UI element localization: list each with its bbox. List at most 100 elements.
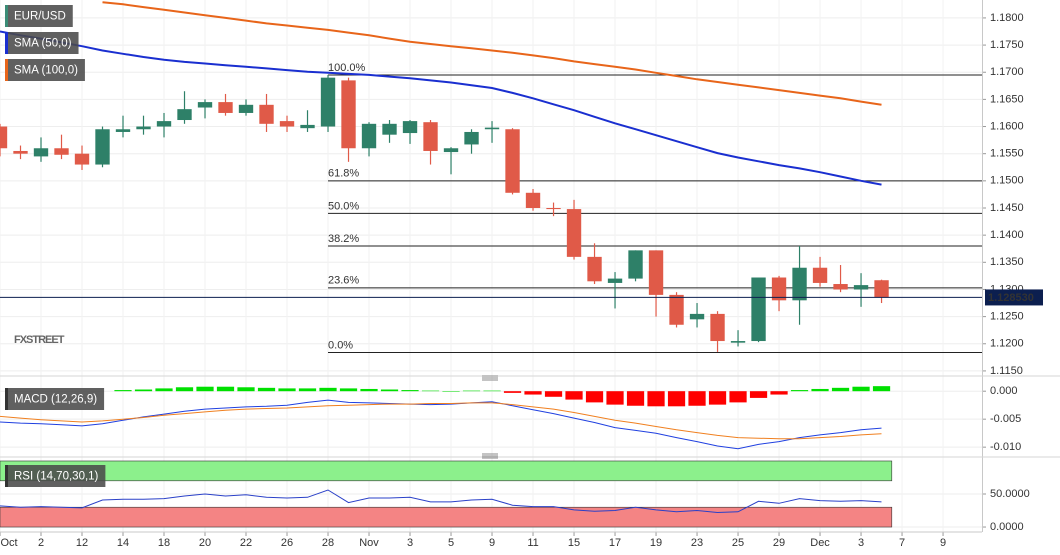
histogram-bar [339,388,358,392]
candle-body [648,250,664,295]
candle-body [505,129,520,193]
candle-body [136,126,151,130]
y-tick-label: 1.1200 [990,338,1024,350]
legend-item: SMA (50,0) [5,32,79,54]
y-tick-label: 1.1650 [990,93,1024,105]
indicator-line [0,30,882,186]
indicator-line [102,1,882,106]
y-tick-label: 1.1800 [990,12,1024,24]
legend-label: MACD (12,26,9) [14,394,97,406]
histogram-bar [852,386,870,392]
y-tick-label: 1.1500 [990,175,1024,187]
candle-body [402,121,418,134]
candle-body [279,121,295,127]
overlays: 1.11501.12001.12501.13001.13501.14001.14… [0,5,1043,549]
legend-swatch [5,388,8,410]
candle-body [0,126,8,149]
x-tick-label: 18 [158,537,170,549]
x-tick-label: Oct [0,537,17,549]
legend-label: SMA (100,0) [14,65,78,77]
legend-box [5,59,85,81]
legend-item: EUR/USD [5,5,73,27]
plot-area [0,386,891,450]
legend-item: MACD (12,26,9) [5,388,105,410]
y-tick-label: 1.1350 [990,256,1024,268]
legend-box [5,5,73,27]
legend-label: RSI (14,70,30,1) [14,471,99,483]
candle-body [115,129,131,132]
candle-body [812,267,828,283]
candle-body [484,127,500,130]
last-price-label: 1.128530 [988,292,1034,304]
legend-box [5,32,79,54]
x-tick-label: Dec [810,537,830,549]
x-tick-label: 11 [527,537,538,549]
y-tick-label: 50.0000 [990,488,1030,500]
x-tick-label: 28 [322,537,334,549]
x-tick-label: 2 [38,537,44,549]
plot-area [0,460,893,528]
candle-body [751,277,766,342]
candle-body [730,341,746,343]
histogram-bar [360,388,378,392]
fib-label: 100.0% [328,62,366,74]
candle-body [443,148,459,153]
histogram-bar [708,391,727,405]
x-tick-label: 9 [489,537,495,549]
fib-label: 61.8% [328,168,359,180]
fib-label: 23.6% [328,275,359,287]
histogram-bar [237,387,255,392]
candle-body [320,77,336,127]
rsi-band [0,460,893,482]
histogram-bar [278,388,296,392]
indicator-line [0,399,882,450]
candle-body [13,150,28,154]
x-tick-label: 15 [568,537,580,549]
indicator-line [0,489,882,514]
x-tick-label: Nov [359,537,379,549]
y-tick-label: -0.010 [990,441,1021,453]
x-tick-label: 23 [691,537,703,549]
panel-grip [482,375,498,381]
candle-body [218,102,233,113]
fib-label: 0.0% [328,339,353,351]
histogram-bar [155,388,173,392]
candle-body [259,104,274,124]
x-tick-label: 19 [650,537,662,549]
x-tick-label: 22 [240,537,252,549]
legend-swatch [5,32,8,54]
legend-item: RSI (14,70,30,1) [5,465,106,487]
histogram-bar [585,391,604,403]
histogram-bar [729,391,747,403]
watermark: FXSTREET [14,334,65,346]
histogram-bar [770,391,788,395]
histogram-bar [503,391,522,393]
indicator-line [0,402,882,440]
x-tick-label: 12 [76,537,88,549]
histogram-bar [565,391,583,400]
legend-swatch [5,5,8,27]
candle-body [628,250,643,279]
legend-item: SMA (100,0) [5,59,85,81]
legend-box [5,388,105,410]
candle-body [853,285,869,290]
candle-body [177,109,192,121]
y-tick-label: 1.1750 [990,39,1024,51]
x-tick-label: 25 [732,537,744,549]
panel-grip [482,453,498,459]
x-tick-label: 26 [281,537,293,549]
candle-body [525,192,541,208]
y-tick-label: 0.0000 [990,521,1024,533]
histogram-bar [114,390,132,392]
candle-body [669,294,684,325]
histogram-bar [483,390,501,392]
x-tick-label: 7 [899,537,905,549]
histogram-bar [749,391,768,398]
histogram-bar [626,391,645,406]
histogram-bar [606,391,624,405]
x-tick-label: 3 [407,537,413,549]
histogram-bar [688,391,706,406]
candle-body [874,280,889,298]
candle-body [95,129,110,165]
